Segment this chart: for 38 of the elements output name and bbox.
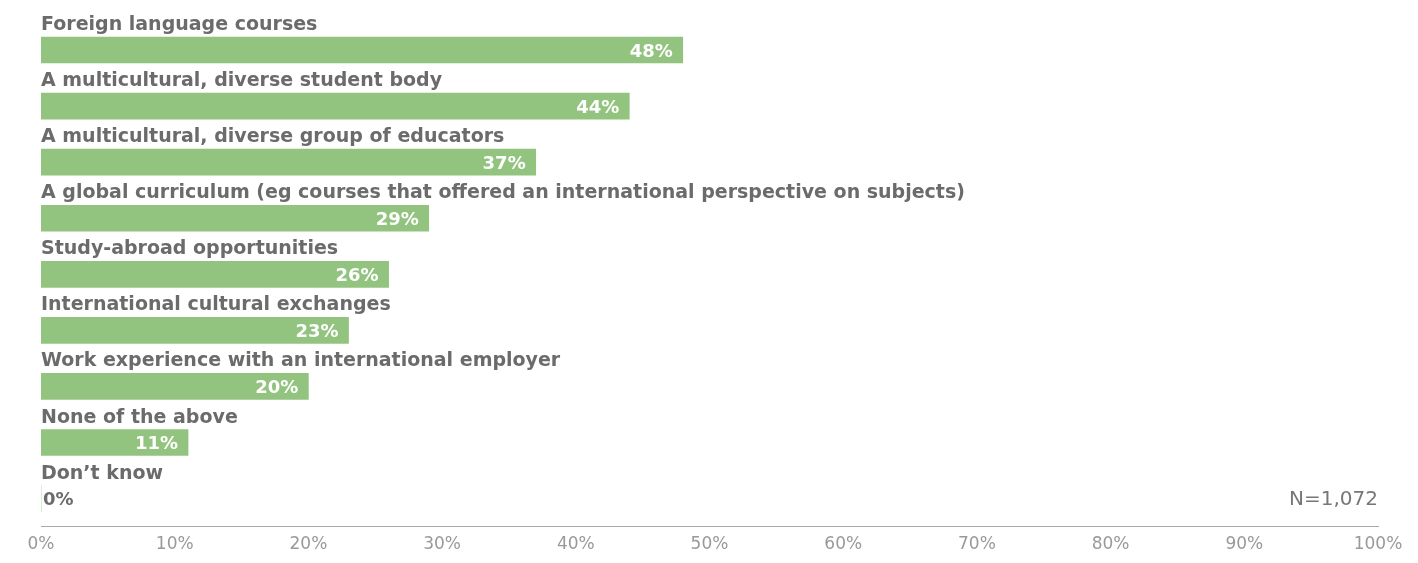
x-tick-label: 90% bbox=[1225, 533, 1264, 554]
y-tick-label: Don’t know bbox=[41, 460, 164, 483]
x-tick-label: 40% bbox=[556, 533, 595, 554]
bar bbox=[41, 260, 389, 288]
y-tick-label: International cultural exchanges bbox=[41, 292, 391, 315]
x-tick-label: 80% bbox=[1091, 533, 1130, 554]
bar bbox=[41, 204, 430, 232]
x-tick-label: 70% bbox=[958, 533, 996, 554]
x-tick-label: 60% bbox=[824, 533, 863, 554]
x-tick-label: 0% bbox=[27, 533, 55, 554]
y-tick-label: A global curriculum (eg courses that offered an international perspective on subjects) bbox=[41, 180, 965, 203]
x-tick-label: 100% bbox=[1353, 533, 1403, 554]
data-label: 37% bbox=[482, 151, 526, 173]
bar bbox=[41, 148, 537, 176]
x-tick-label: 30% bbox=[423, 533, 461, 554]
x-tick-label: 20% bbox=[289, 533, 328, 554]
data-label: 20% bbox=[255, 376, 299, 398]
y-tick-label: Work experience with an international employer bbox=[41, 348, 561, 371]
y-tick-label: Study-abroad opportunities bbox=[41, 236, 339, 259]
data-label: 0% bbox=[43, 488, 74, 510]
data-label: 26% bbox=[335, 263, 379, 285]
y-tick-label: None of the above bbox=[41, 404, 238, 427]
data-label: 44% bbox=[576, 95, 620, 117]
bar bbox=[41, 36, 684, 64]
x-tick-label: 10% bbox=[155, 533, 194, 554]
data-label: 23% bbox=[295, 320, 339, 342]
bar bbox=[41, 92, 630, 120]
bar bbox=[41, 317, 349, 344]
bar bbox=[41, 373, 309, 400]
annotation: N=1,072 bbox=[1289, 486, 1378, 510]
data-label: 29% bbox=[375, 207, 419, 229]
data-label: 48% bbox=[629, 39, 673, 61]
y-tick-label: A multicultural, diverse group of educators bbox=[41, 124, 505, 147]
y-tick-label: Foreign language courses bbox=[41, 12, 318, 35]
x-tick-label: 50% bbox=[690, 533, 729, 554]
data-label: 11% bbox=[134, 432, 179, 454]
bar bbox=[41, 429, 189, 456]
y-tick-label: A multicultural, diverse student body bbox=[41, 68, 443, 91]
